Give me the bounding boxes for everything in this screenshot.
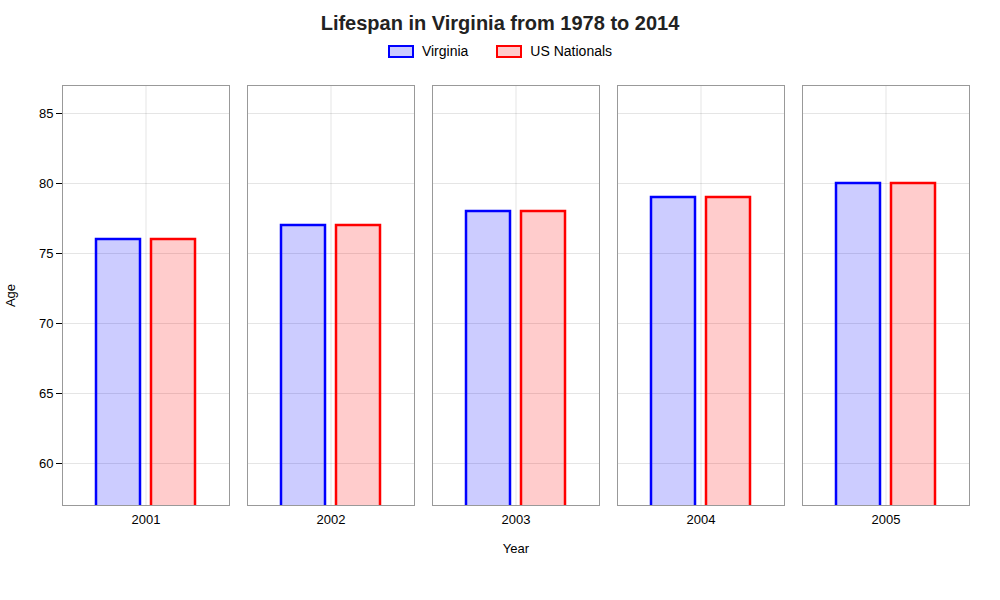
svg-text:2003: 2003 — [502, 512, 531, 527]
svg-text:2004: 2004 — [687, 512, 716, 527]
html-text:Virginia: Virginia — [421, 43, 469, 59]
svg-text:70: 70 — [39, 316, 53, 331]
html-text:Lifespan in Virginia from 1978: Lifespan in Virginia from 1978 to 2014 — [320, 12, 680, 34]
svg-text:Year: Year — [503, 541, 530, 556]
svg-text:60: 60 — [39, 456, 53, 471]
html-text:US Nationals: US Nationals — [530, 43, 613, 59]
svg-text:Age: Age — [3, 284, 18, 307]
svg-text:75: 75 — [39, 246, 53, 261]
svg-text:2005: 2005 — [872, 512, 901, 527]
svg-text:85: 85 — [39, 106, 53, 121]
svg-text:80: 80 — [39, 176, 53, 191]
svg-text:2001: 2001 — [132, 512, 161, 527]
svg-text:65: 65 — [39, 386, 53, 401]
svg-text:2002: 2002 — [317, 512, 346, 527]
